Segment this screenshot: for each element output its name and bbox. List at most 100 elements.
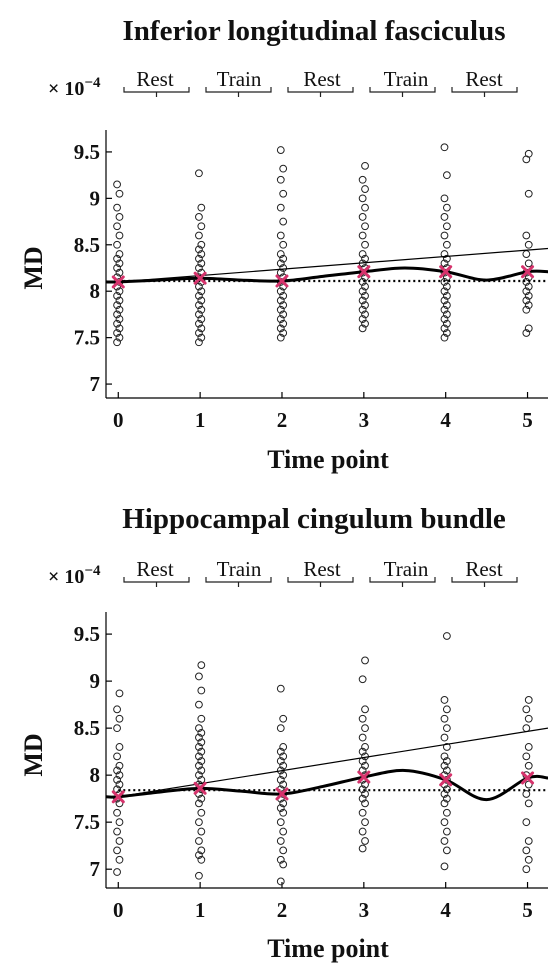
data-point [113,752,121,761]
data-point [115,259,124,268]
data-point [358,175,367,184]
data-point [195,733,203,742]
y-tick-label: 8.5 [74,716,100,740]
mean-marker [357,770,371,784]
data-point [195,672,203,681]
phase-bracket [369,577,436,587]
phase-label: Train [217,557,262,581]
data-point [361,282,369,291]
multiplier-base: × 10 [48,78,84,100]
data-point [361,203,369,212]
data-point [442,808,451,817]
x-axis-label: Time point [267,934,389,963]
data-point [113,291,121,300]
data-point [442,846,451,855]
data-point [195,231,203,240]
data-point [195,338,203,347]
data-point [195,818,203,827]
data-point [113,180,121,189]
data-point [442,291,451,300]
data-point [361,799,369,808]
data-point [440,305,449,314]
data-point [522,231,531,240]
data-point [279,254,288,263]
phase-label: Rest [303,557,341,581]
data-point [113,222,121,231]
data-point [440,231,449,240]
data-point [358,296,367,305]
data-point [115,250,124,258]
x-tick-label: 1 [195,898,206,922]
data-point [361,222,369,231]
data-point [276,296,285,305]
data-point [115,305,124,314]
data-point [361,743,369,751]
phase-label: Rest [136,67,174,91]
data-point [197,315,206,323]
phase-label: Train [384,557,429,581]
y-axis-label: MD [19,733,48,776]
data-point [442,632,451,640]
data-point [115,743,124,751]
data-point [524,282,533,291]
x-tick-label: 1 [195,408,206,432]
data-point [524,291,533,300]
data-point [195,264,203,272]
data-point [279,799,288,808]
data-point [522,705,531,714]
y-tick-label: 8 [90,763,101,787]
data-point [279,743,288,751]
data-point [524,259,533,268]
data-point [440,714,449,723]
data-point [442,171,451,180]
data-point [195,329,203,337]
data-point [197,728,206,737]
data-point [115,296,124,305]
data-point [115,780,124,789]
data-point [440,315,449,323]
data-point [279,301,288,310]
data-point [442,240,451,249]
data-point [440,818,449,827]
data-point [279,264,288,272]
data-point [440,733,449,742]
data-point [442,724,451,733]
data-point [279,189,288,198]
data-point [442,254,451,263]
data-point [197,259,206,268]
data-point [195,871,203,880]
data-point [442,282,451,291]
data-point [197,661,206,670]
mean-marker [275,787,289,801]
data-point [276,259,285,268]
data-point [276,775,285,784]
data-point [195,282,203,291]
axis-multiplier: × 10−4 [48,563,101,588]
mean-marker [111,790,125,804]
chart-panel-2: Hippocampal cingulum bundle × 10−4 Rest Tra… [19,503,548,963]
data-point [440,194,449,203]
phase-label: Rest [303,67,341,91]
data-point [197,324,206,333]
data-point [113,705,121,714]
multiplier-exponent: −4 [84,563,101,579]
data-point [440,752,449,761]
x-axis-label: Time point [267,445,389,474]
data-point [197,827,206,836]
linear-trend-line [118,727,548,798]
phase-label: Train [217,67,262,91]
data-point [197,714,206,723]
data-point [115,689,124,698]
data-point [358,827,367,836]
data-point [113,240,121,249]
data-point [115,855,124,864]
data-point [115,287,124,296]
data-point [276,877,285,886]
y-tick-label: 8 [90,279,101,303]
data-point [358,675,367,684]
data-point [440,761,449,770]
data-point [358,747,367,756]
data-point [440,333,449,342]
data-point [522,846,531,855]
data-point [442,705,451,714]
